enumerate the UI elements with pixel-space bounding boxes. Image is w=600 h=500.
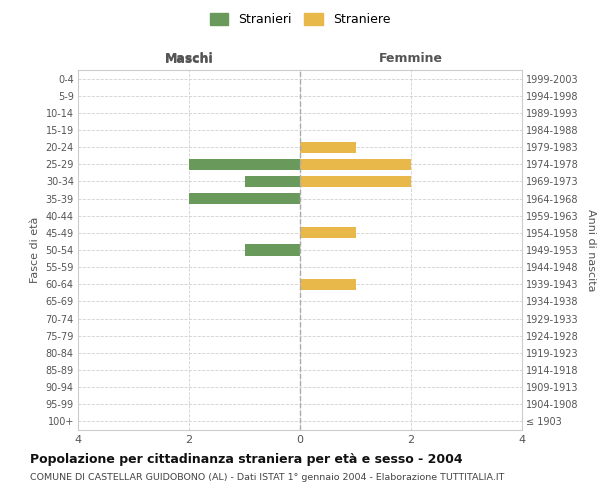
Bar [300, 142, 356, 152]
Bar [189, 193, 300, 204]
Y-axis label: Anni di nascita: Anni di nascita [586, 209, 596, 291]
Bar [245, 176, 300, 187]
Bar [300, 278, 356, 290]
Legend: Stranieri, Straniere: Stranieri, Straniere [206, 8, 394, 30]
Text: Popolazione per cittadinanza straniera per età e sesso - 2004: Popolazione per cittadinanza straniera p… [30, 452, 463, 466]
Text: COMUNE DI CASTELLAR GUIDOBONO (AL) - Dati ISTAT 1° gennaio 2004 - Elaborazione T: COMUNE DI CASTELLAR GUIDOBONO (AL) - Dat… [30, 472, 505, 482]
Bar [300, 158, 411, 170]
Bar [245, 244, 300, 256]
Y-axis label: Fasce di età: Fasce di età [30, 217, 40, 283]
Bar [189, 158, 300, 170]
Text: Femmine: Femmine [379, 52, 443, 65]
Text: Maschi: Maschi [164, 54, 214, 66]
Bar [300, 176, 411, 187]
Bar [300, 228, 356, 238]
Text: Maschi: Maschi [164, 52, 214, 65]
